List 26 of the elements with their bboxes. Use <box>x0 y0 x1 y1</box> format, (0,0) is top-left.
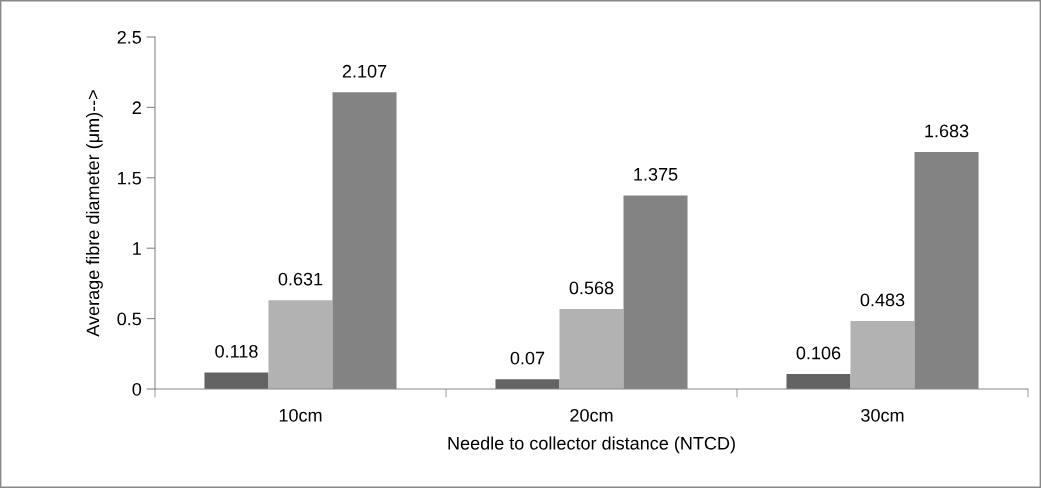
x-tick-label: 10cm <box>279 408 322 422</box>
data-label: 0.106 <box>796 346 841 360</box>
bar <box>559 309 624 389</box>
bar <box>268 300 333 389</box>
bar <box>850 320 915 389</box>
data-label: 2.107 <box>342 64 387 78</box>
bar <box>495 379 560 389</box>
bar <box>786 374 851 389</box>
y-tick-label: 1.5 <box>118 171 142 185</box>
y-tick-label: 2 <box>132 101 141 114</box>
data-label: 1.683 <box>925 124 969 138</box>
y-tick-label: 0 <box>132 382 142 396</box>
data-label: 0.631 <box>278 272 323 286</box>
data-label: 0.07 <box>510 351 545 365</box>
y-axis-title: Average fibre diameter (μm)--> <box>85 90 103 337</box>
data-label: 0.483 <box>860 293 905 307</box>
data-label: 0.568 <box>569 281 614 295</box>
y-tick-label: 2.5 <box>117 30 142 44</box>
data-label: 1.375 <box>634 167 678 181</box>
x-tick-label: 30cm <box>861 408 904 422</box>
bar <box>204 372 269 389</box>
x-axis-title: Needle to collector distance (NTCD) <box>448 436 735 454</box>
y-tick-label: 1 <box>133 242 141 255</box>
data-label: 0.118 <box>215 344 258 358</box>
x-tick-label: 20cm <box>570 408 613 422</box>
y-tick-label: 0.5 <box>117 312 142 326</box>
